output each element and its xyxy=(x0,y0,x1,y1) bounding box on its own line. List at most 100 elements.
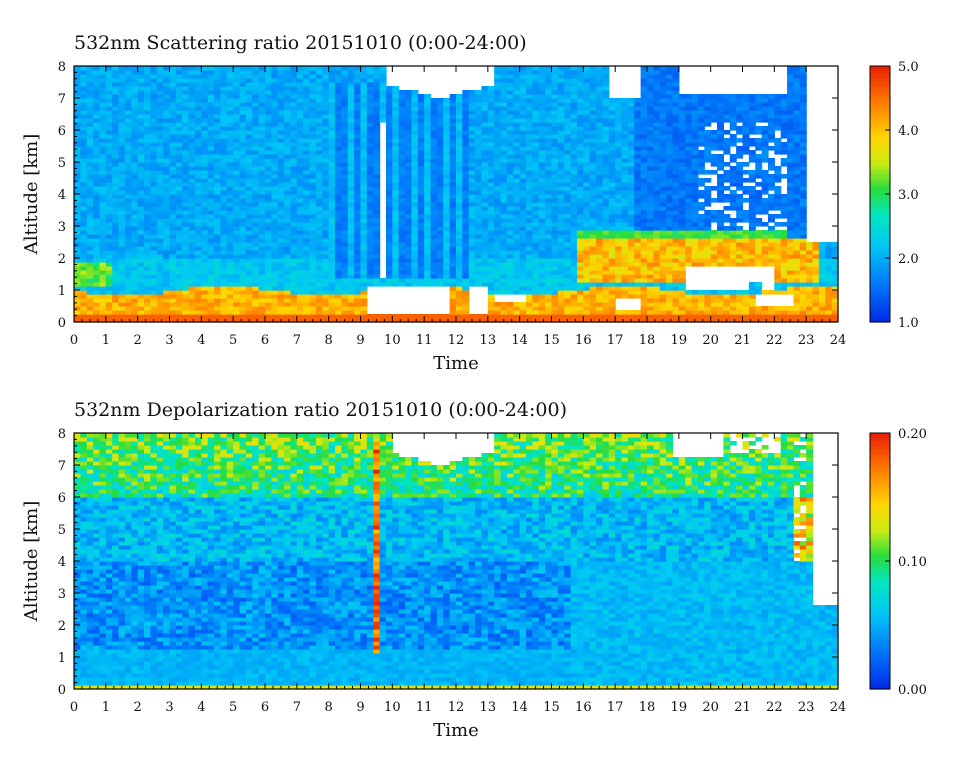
heatmap-cell xyxy=(411,250,419,255)
heatmap-cell xyxy=(570,194,578,199)
heatmap-cell xyxy=(411,262,419,267)
heatmap-cell xyxy=(226,118,234,123)
heatmap-cell xyxy=(576,86,584,91)
heatmap-cell xyxy=(93,302,101,307)
heatmap-cell xyxy=(74,146,81,151)
heatmap-cell xyxy=(557,130,565,135)
heatmap-cell xyxy=(494,270,502,275)
heatmap-cell xyxy=(494,278,502,283)
heatmap-cell xyxy=(175,106,183,111)
heatmap-cell xyxy=(226,266,234,271)
heatmap-cell xyxy=(137,178,145,183)
heatmap-cell xyxy=(220,266,228,271)
heatmap-cell xyxy=(214,214,222,219)
heatmap-cell xyxy=(144,178,151,183)
heatmap-cell xyxy=(124,158,132,163)
heatmap-cell xyxy=(532,74,540,79)
heatmap-cell xyxy=(494,90,502,95)
heatmap-cell xyxy=(163,206,171,211)
heatmap-cell xyxy=(220,298,228,303)
heatmap-cell xyxy=(284,286,292,291)
heatmap-cell xyxy=(570,290,578,295)
heatmap-cell xyxy=(207,202,215,207)
heatmap-cell xyxy=(347,234,355,239)
heatmap-cell xyxy=(182,126,190,131)
heatmap-cell xyxy=(194,90,202,95)
heatmap-cell xyxy=(277,306,285,311)
heatmap-cell xyxy=(112,138,120,143)
heatmap-cell xyxy=(144,266,151,271)
heatmap-cell xyxy=(284,114,292,119)
heatmap-cell xyxy=(245,186,253,191)
heatmap-cell xyxy=(589,90,597,95)
heatmap-cell xyxy=(303,214,311,219)
heatmap-cell xyxy=(526,106,533,111)
heatmap-cell xyxy=(513,234,521,239)
heatmap-cell xyxy=(220,314,228,319)
heatmap-cell xyxy=(456,218,463,223)
heatmap-cell xyxy=(233,242,241,247)
heatmap-cell xyxy=(564,294,572,299)
heatmap-cell xyxy=(309,78,317,83)
heatmap-cell xyxy=(481,218,489,223)
heatmap-cell xyxy=(596,298,604,303)
heatmap-cell xyxy=(118,314,126,319)
heatmap-cell xyxy=(252,166,260,171)
heatmap-cell xyxy=(271,158,279,163)
heatmap-cell xyxy=(456,298,463,303)
heatmap-cell xyxy=(449,258,457,263)
heatmap-cell xyxy=(220,138,228,143)
heatmap-cell xyxy=(506,214,514,219)
heatmap-cell xyxy=(551,202,559,207)
heatmap-cell xyxy=(564,310,572,315)
heatmap-cell xyxy=(385,238,393,243)
heatmap-cell xyxy=(341,66,349,71)
heatmap-cell xyxy=(99,286,107,291)
heatmap-cell xyxy=(265,278,272,283)
heatmap-cell xyxy=(475,182,483,187)
heatmap-cell xyxy=(226,270,234,275)
heatmap-cell xyxy=(551,226,559,231)
heatmap-cell xyxy=(526,142,533,147)
heatmap-cell xyxy=(468,146,476,151)
heatmap-cell xyxy=(194,298,202,303)
heatmap-cell xyxy=(481,102,489,107)
heatmap-cell xyxy=(538,154,546,159)
heatmap-cell xyxy=(175,258,183,263)
heatmap-cell xyxy=(118,186,126,191)
heatmap-cell xyxy=(296,290,304,295)
heatmap-cell xyxy=(411,238,419,243)
heatmap-cell xyxy=(239,82,247,87)
heatmap-cell xyxy=(583,286,591,291)
heatmap-cell xyxy=(596,282,604,287)
heatmap-cell xyxy=(277,254,285,259)
heatmap-cell xyxy=(405,222,413,227)
heatmap-cell xyxy=(576,218,584,223)
heatmap-cell xyxy=(214,266,222,271)
heatmap-cell xyxy=(538,178,546,183)
heatmap-cell xyxy=(74,294,81,299)
heatmap-cell xyxy=(245,82,253,87)
heatmap-cell xyxy=(513,162,521,167)
heatmap-cell xyxy=(80,138,88,143)
heatmap-cell xyxy=(430,178,438,183)
heatmap-cell xyxy=(239,182,247,187)
heatmap-cell xyxy=(398,154,406,159)
heatmap-cell xyxy=(226,190,234,195)
heatmap-cell xyxy=(487,242,495,247)
heatmap-cell xyxy=(335,214,342,219)
heatmap-cell xyxy=(226,114,234,119)
heatmap-cell xyxy=(347,102,355,107)
heatmap-cell xyxy=(207,310,215,315)
heatmap-cell xyxy=(398,170,406,175)
heatmap-cell xyxy=(201,202,209,207)
heatmap-cell xyxy=(169,146,177,151)
heatmap-cell xyxy=(86,250,94,255)
heatmap-cell xyxy=(583,190,591,195)
heatmap-cell xyxy=(182,274,190,279)
heatmap-cell xyxy=(124,290,132,295)
heatmap-cell xyxy=(494,82,502,87)
heatmap-cell xyxy=(182,174,190,179)
heatmap-cell xyxy=(220,282,228,287)
heatmap-cell xyxy=(328,278,336,283)
